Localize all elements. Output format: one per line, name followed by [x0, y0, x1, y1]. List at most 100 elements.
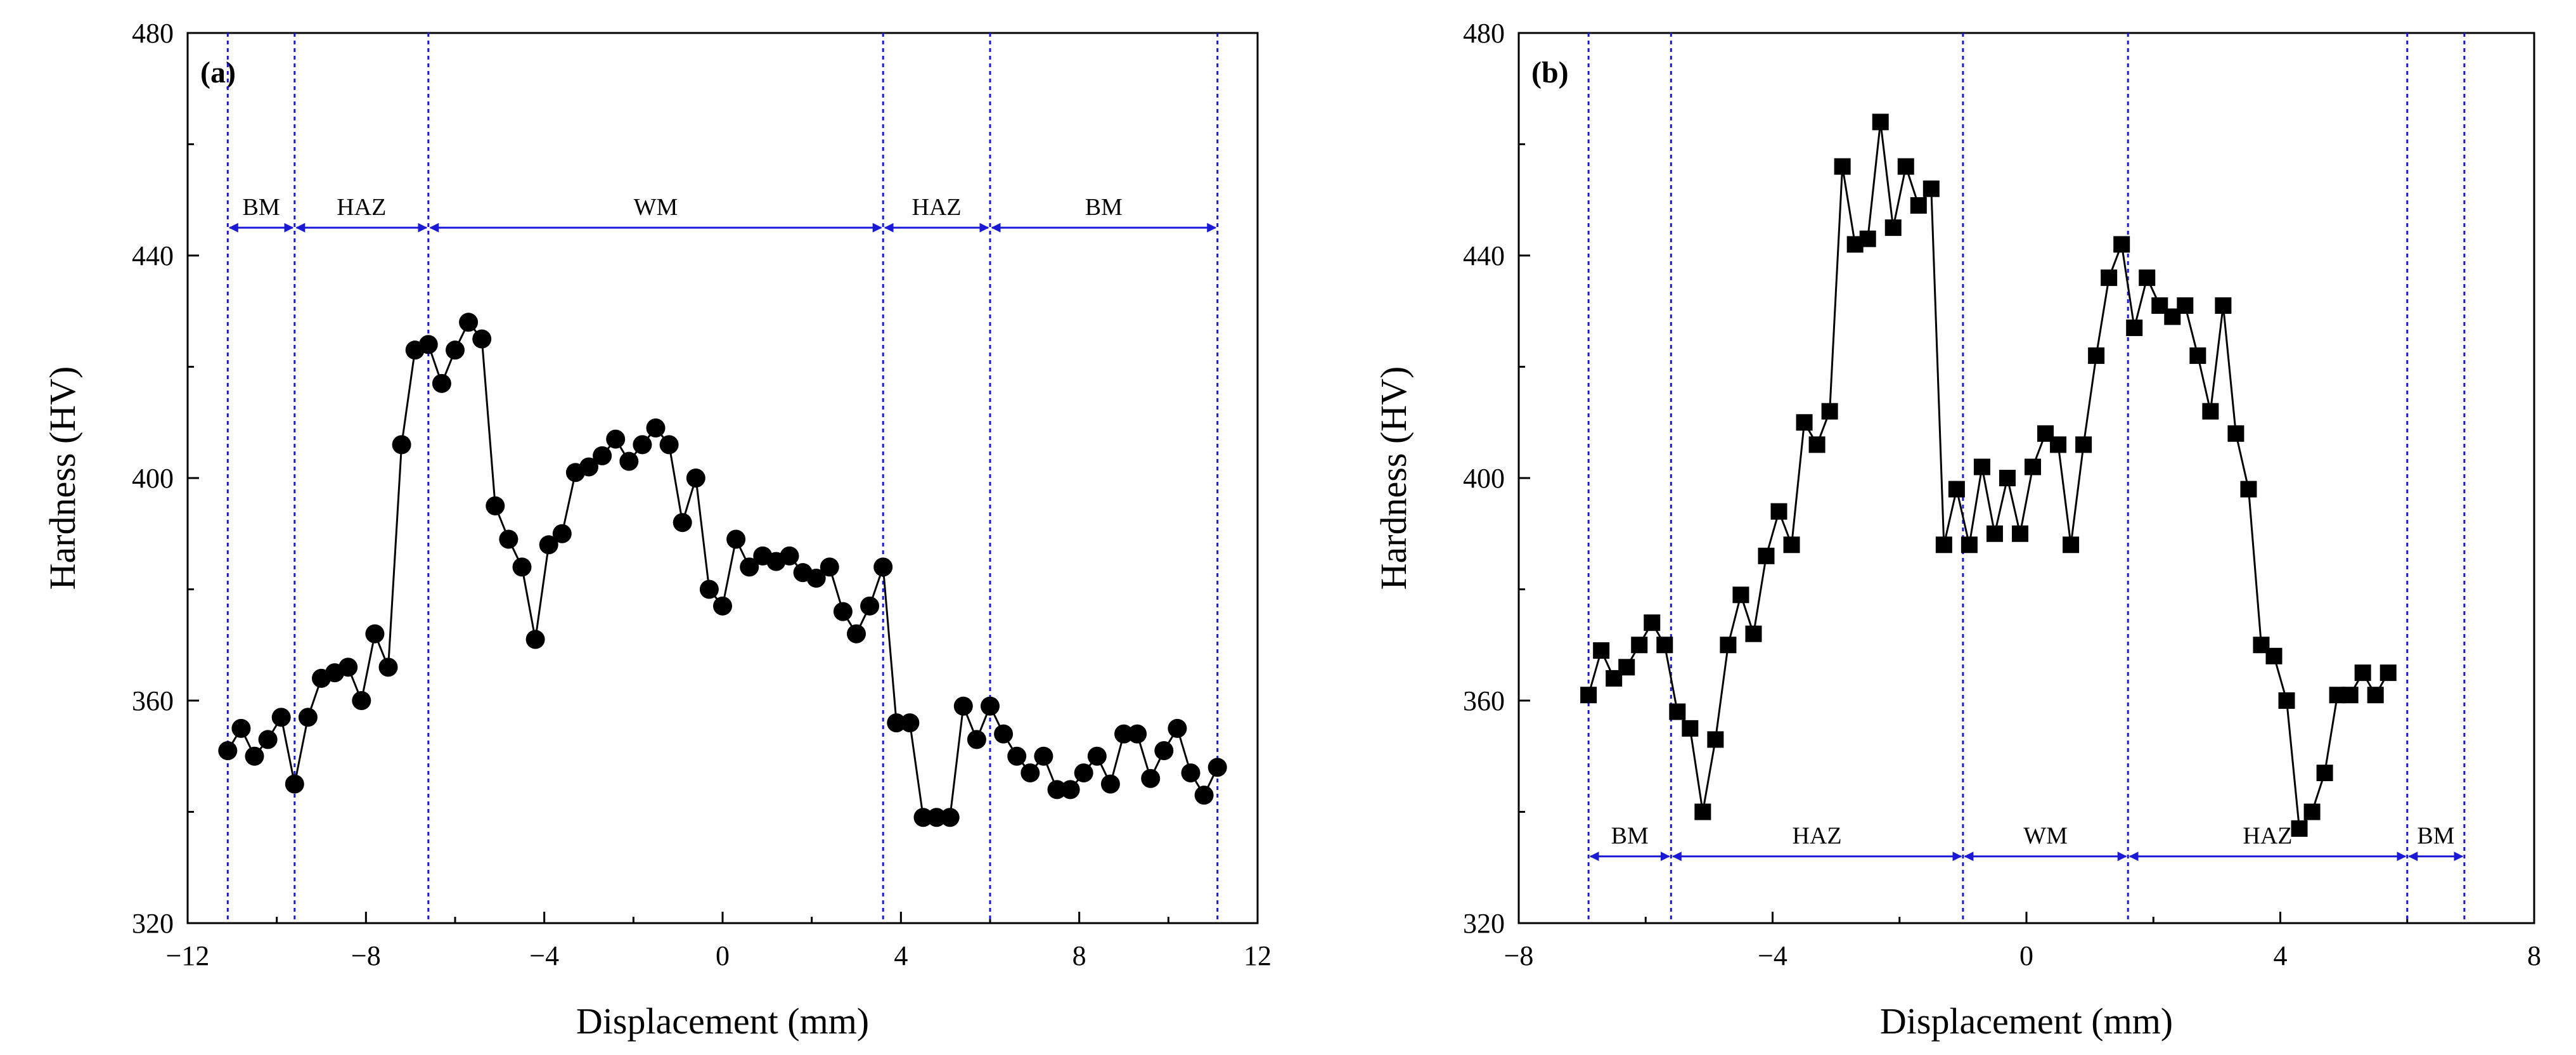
data-point-a [271, 708, 291, 727]
data-point-b [2050, 436, 2067, 453]
data-point-a [646, 418, 666, 438]
data-point-a [740, 557, 759, 577]
data-point-a [713, 596, 732, 616]
x-axis-title-b: Displacement (mm) [1880, 1000, 2173, 1042]
zone-label-b: HAZ [2243, 823, 2292, 850]
data-point-b [1796, 414, 1813, 431]
data-point-a [486, 496, 505, 515]
data-point-b [1834, 158, 1851, 175]
data-point-a [1100, 774, 1120, 794]
data-point-a [1168, 718, 1187, 738]
data-point-a [1021, 763, 1040, 783]
data-point-b [1656, 637, 1673, 654]
data-point-a [472, 329, 492, 349]
x-tick-label-a: 8 [1072, 940, 1086, 971]
data-point-a [1034, 746, 1053, 766]
x-tick-label-a: −12 [166, 940, 210, 971]
data-point-a [1087, 746, 1107, 766]
data-point-a [258, 730, 278, 749]
chart-panel-a: −12 −8 −4 0 4 8 12 320 360 400 440 480 Displacement … [42, 18, 1272, 1042]
data-point-a [927, 808, 946, 827]
data-point-b [1644, 614, 1661, 631]
zone-label-a: BM [242, 194, 280, 221]
data-point-a [593, 446, 612, 465]
zone-label-a: HAZ [912, 194, 962, 221]
y-tick-label-a: 320 [132, 908, 174, 939]
data-point-b [1745, 625, 1762, 642]
zone-label-a: BM [1085, 194, 1123, 221]
x-tick-label-b: 8 [2527, 940, 2541, 971]
data-point-b [2316, 765, 2333, 782]
data-point-a [1181, 763, 1201, 783]
data-point-b [1859, 230, 1876, 247]
x-tick-label-b: −8 [1504, 940, 1534, 971]
x-tick-label-b: −4 [1758, 940, 1787, 971]
x-tick-label-a: 0 [716, 940, 730, 971]
data-point-a [552, 524, 572, 543]
data-point-a [981, 696, 1000, 716]
chart-panel-b: −8 −4 0 4 8 320 360 400 440 480 Displacement (mm) H… [1373, 18, 2541, 1042]
data-point-a [432, 373, 451, 393]
data-point-a [1208, 758, 1227, 777]
data-point-b [2063, 536, 2080, 553]
data-point-a [365, 624, 385, 644]
data-point-b [1593, 642, 1610, 659]
data-point-b [1707, 731, 1724, 748]
y-tick-label-a: 360 [132, 685, 174, 716]
data-point-a [833, 602, 853, 621]
x-tick-label-b: 4 [2274, 940, 2288, 971]
x-tick-label-a: 12 [1244, 940, 1272, 971]
data-point-a [539, 535, 558, 555]
data-point-b [1973, 458, 1990, 476]
data-point-b [1669, 703, 1686, 720]
data-point-a [1141, 768, 1161, 788]
data-point-a [619, 451, 639, 471]
data-point-b [2113, 236, 2130, 253]
data-point-a [940, 808, 960, 827]
data-point-a [446, 340, 465, 360]
x-tick-label-a: −8 [351, 940, 381, 971]
data-point-b [2265, 647, 2283, 664]
data-point-a [1047, 780, 1067, 799]
data-point-a [579, 457, 598, 477]
data-point-a [298, 708, 318, 727]
y-tick-label-a: 400 [132, 463, 174, 494]
data-point-b [1986, 525, 2003, 542]
data-point-a [1007, 746, 1027, 766]
zone-label-a: WM [634, 194, 678, 221]
data-point-a [525, 630, 545, 649]
x-tick-label-b: 0 [2019, 940, 2033, 971]
data-point-b [2240, 481, 2257, 498]
data-point-b [1580, 687, 1597, 704]
data-point-a [860, 596, 880, 616]
data-point-b [1999, 470, 2016, 486]
data-point-b [1631, 637, 1648, 654]
data-point-a [686, 469, 705, 488]
data-point-b [2303, 803, 2321, 820]
data-point-b [1783, 536, 1800, 553]
data-point-a [418, 335, 438, 354]
data-point-a [806, 568, 826, 588]
y-tick-label-b: 400 [1463, 463, 1505, 494]
data-point-a [352, 691, 371, 710]
data-point-b [2202, 403, 2219, 420]
data-point-a [499, 529, 518, 549]
data-point-b [1682, 720, 1699, 737]
zone-label-b: BM [2417, 823, 2454, 850]
data-point-b [1720, 637, 1737, 654]
data-point-b [2139, 269, 2156, 287]
data-point-a [913, 808, 933, 827]
data-point-b [1808, 436, 1826, 453]
data-point-a [218, 741, 238, 760]
data-point-a [1128, 724, 1147, 744]
data-point-b [2354, 664, 2371, 682]
data-point-b [1618, 659, 1635, 676]
data-point-b [2011, 525, 2028, 542]
y-axis-title-b: Hardness (HV) [1373, 366, 1414, 590]
data-point-b [1935, 536, 1952, 553]
x-tick-label-a: 4 [894, 940, 908, 971]
data-point-a [1060, 780, 1080, 799]
y-tick-label-b: 360 [1463, 685, 1505, 716]
data-point-b [1922, 180, 1940, 197]
